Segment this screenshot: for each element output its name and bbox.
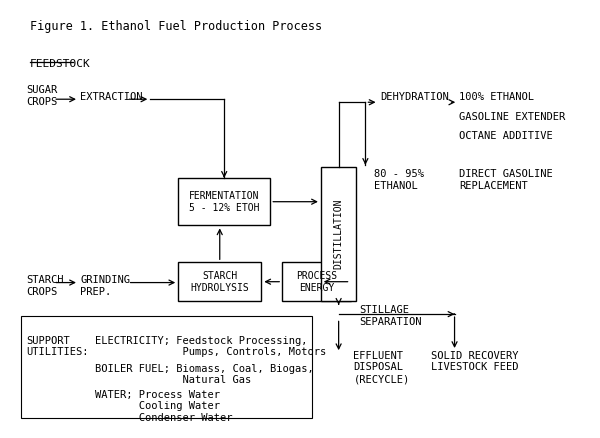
Bar	[321, 167, 356, 301]
Text: DEHYDRATION: DEHYDRATION	[380, 92, 449, 102]
Bar	[20, 316, 312, 418]
Text: EXTRACTION: EXTRACTION	[80, 92, 143, 102]
Text: EFFLUENT
DISPOSAL
(RECYCLE): EFFLUENT DISPOSAL (RECYCLE)	[353, 351, 410, 384]
Bar	[178, 262, 262, 301]
Text: FERMENTATION
5 - 12% ETOH: FERMENTATION 5 - 12% ETOH	[189, 191, 259, 212]
Text: STARCH
HYDROLYSIS: STARCH HYDROLYSIS	[190, 271, 249, 293]
Text: WATER; Process Water
       Cooling Water
       Condenser Water: WATER; Process Water Cooling Water Conde…	[95, 390, 232, 423]
Bar	[178, 178, 270, 226]
Text: BOILER FUEL; Biomass, Coal, Biogas,
              Natural Gas: BOILER FUEL; Biomass, Coal, Biogas, Natu…	[95, 364, 314, 385]
Text: STARCH
CROPS: STARCH CROPS	[26, 275, 64, 297]
Text: 80 - 95%
ETHANOL: 80 - 95% ETHANOL	[374, 169, 424, 191]
Text: FEEDSTOCK: FEEDSTOCK	[29, 59, 90, 69]
Bar	[282, 262, 350, 301]
Text: 100% ETHANOL: 100% ETHANOL	[460, 92, 535, 102]
Text: GASOLINE EXTENDER: GASOLINE EXTENDER	[460, 112, 566, 122]
Text: ELECTRICITY; Feedstock Processing,
              Pumps, Controls, Motors: ELECTRICITY; Feedstock Processing, Pumps…	[95, 336, 326, 357]
Text: SUPPORT
UTILITIES:: SUPPORT UTILITIES:	[26, 336, 89, 357]
Text: SUGAR
CROPS: SUGAR CROPS	[26, 85, 58, 106]
Text: STILLAGE
SEPARATION: STILLAGE SEPARATION	[359, 305, 422, 327]
Text: DIRECT GASOLINE
REPLACEMENT: DIRECT GASOLINE REPLACEMENT	[460, 169, 553, 191]
Text: DISTILLATION: DISTILLATION	[334, 199, 344, 269]
Text: OCTANE ADDITIVE: OCTANE ADDITIVE	[460, 131, 553, 141]
Text: GRINDING
PREP.: GRINDING PREP.	[80, 275, 130, 297]
Text: PROCESS
ENERGY: PROCESS ENERGY	[296, 271, 337, 293]
Text: Figure 1. Ethanol Fuel Production Process: Figure 1. Ethanol Fuel Production Proces…	[29, 20, 322, 33]
Text: SOLID RECOVERY
LIVESTOCK FEED: SOLID RECOVERY LIVESTOCK FEED	[431, 351, 518, 372]
